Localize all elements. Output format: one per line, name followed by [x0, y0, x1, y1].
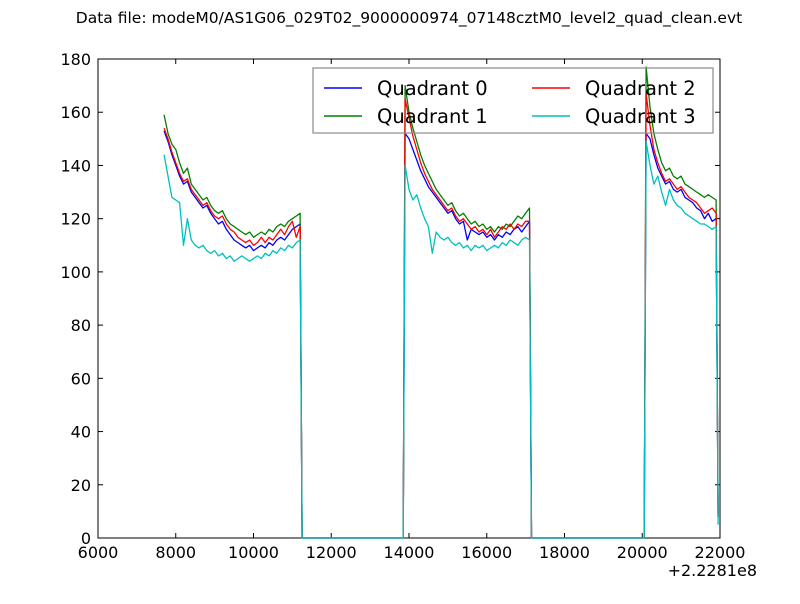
y-axis-tick-label: 100	[60, 263, 91, 282]
legend-label-quadrant-3: Quadrant 3	[585, 105, 696, 128]
series-line-quadrant-2	[163, 92, 719, 539]
axes-frame	[97, 58, 721, 539]
figure-title: Data file: modeM0/AS1G06_029T02_90000009…	[76, 9, 742, 28]
x-axis-offset-label: +2.2281e8	[668, 561, 757, 580]
x-axis-tick-label: 16000	[461, 543, 512, 562]
x-axis-tick-label: 6000	[78, 543, 119, 562]
x-axis-tick-label: 20000	[617, 543, 668, 562]
legend-box	[312, 67, 714, 134]
y-axis-tick-label: 60	[71, 369, 91, 388]
y-axis-tick-label: 140	[60, 156, 91, 175]
x-axis-tick-label: 10000	[228, 543, 279, 562]
legend-label-quadrant-2: Quadrant 2	[585, 77, 696, 100]
legend-label-quadrant-0: Quadrant 0	[377, 77, 488, 100]
y-axis-tick-label: 120	[60, 210, 91, 229]
y-axis-tick-label: 20	[71, 476, 91, 495]
series-line-quadrant-0	[163, 130, 719, 539]
x-axis-tick-label: 14000	[384, 543, 435, 562]
y-axis-tick-label: 180	[60, 50, 91, 69]
x-axis-tick-label: 18000	[539, 543, 590, 562]
y-axis-tick-label: 40	[71, 423, 91, 442]
series-line-quadrant-1	[163, 66, 719, 539]
x-axis-tick-label: 8000	[155, 543, 196, 562]
x-axis-tick-label: 22000	[695, 543, 746, 562]
legend-label-quadrant-1: Quadrant 1	[377, 105, 488, 128]
series-line-quadrant-3	[163, 140, 719, 539]
y-axis-tick-label: 0	[81, 529, 91, 548]
x-axis-tick-label: 12000	[306, 543, 357, 562]
y-axis-tick-label: 80	[71, 316, 91, 335]
plot-content: 6000 8000 10000 12000 14000 16000 18000 20000 22…	[60, 50, 745, 562]
y-axis-tick-label: 160	[60, 103, 91, 122]
